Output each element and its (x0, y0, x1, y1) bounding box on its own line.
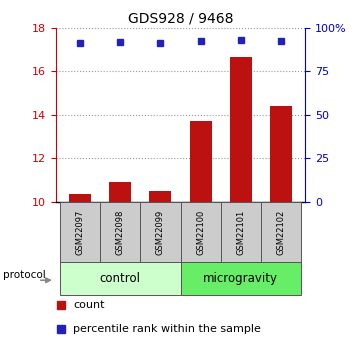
Text: protocol: protocol (3, 270, 45, 280)
Text: GSM22102: GSM22102 (277, 209, 286, 255)
Bar (60, 202, 100, 262)
Bar (221, 202, 261, 262)
Bar (60, 262, 180, 295)
Bar (190, 121, 212, 202)
Bar (230, 57, 252, 202)
Bar (69, 194, 91, 202)
Text: GSM22097: GSM22097 (75, 209, 84, 255)
Bar (180, 262, 301, 295)
Text: control: control (100, 272, 141, 285)
Bar (109, 182, 131, 202)
Title: GDS928 / 9468: GDS928 / 9468 (128, 11, 233, 25)
Text: GSM22098: GSM22098 (116, 209, 125, 255)
Bar (100, 202, 140, 262)
Text: GSM22099: GSM22099 (156, 209, 165, 255)
Text: microgravity: microgravity (203, 272, 278, 285)
Text: count: count (73, 300, 105, 310)
Bar (261, 202, 301, 262)
Bar (180, 202, 221, 262)
Text: GSM22101: GSM22101 (236, 209, 245, 255)
Text: percentile rank within the sample: percentile rank within the sample (73, 324, 261, 334)
Text: GSM22100: GSM22100 (196, 209, 205, 255)
Bar (270, 106, 292, 202)
Bar (149, 191, 171, 202)
Bar (140, 202, 180, 262)
